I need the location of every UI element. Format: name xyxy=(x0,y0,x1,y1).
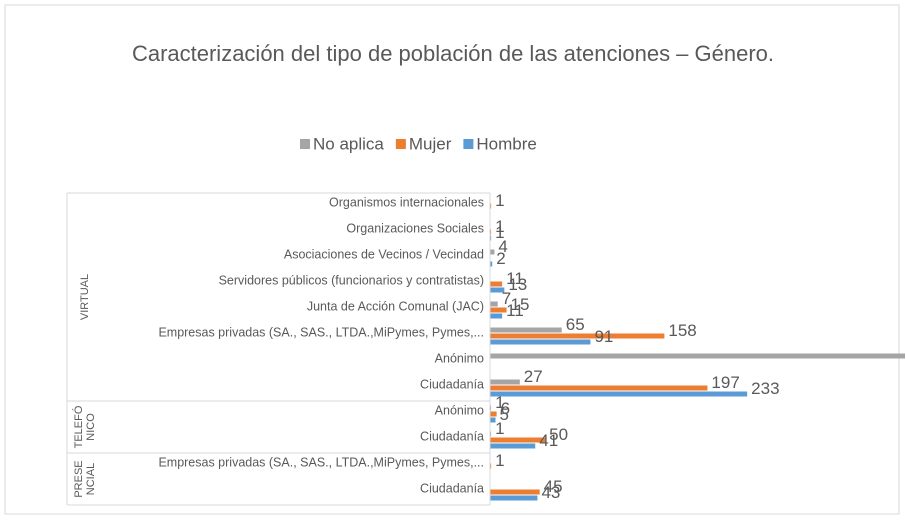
bar xyxy=(490,353,905,359)
bar xyxy=(490,229,492,235)
category-label: Asociaciones de Vecinos / Vecindad xyxy=(284,247,484,261)
bar xyxy=(490,463,492,469)
data-label: 41 xyxy=(539,431,558,450)
data-label: 13 xyxy=(508,275,527,294)
data-label: 6 xyxy=(501,399,510,418)
bar xyxy=(490,327,562,333)
data-label: 233 xyxy=(751,379,779,398)
group-label: TELEFÓNICO xyxy=(73,405,97,449)
category-label: Ciudadanía xyxy=(420,481,484,495)
data-label: 45 xyxy=(544,477,563,496)
bar xyxy=(490,339,591,345)
group-label: PRESENCIAL xyxy=(73,460,97,498)
data-label: 11 xyxy=(506,301,524,320)
data-label: 91 xyxy=(594,327,613,346)
bar xyxy=(490,443,536,449)
legend-label: Hombre xyxy=(476,134,536,153)
bar xyxy=(490,437,546,443)
bar xyxy=(490,281,503,287)
data-label: 1 xyxy=(495,223,504,242)
bar xyxy=(490,261,493,267)
data-label: 1 xyxy=(495,451,504,470)
data-label: 11 xyxy=(506,269,524,288)
data-label: 1 xyxy=(495,419,504,438)
data-label: 4 xyxy=(498,237,507,256)
data-label: 65 xyxy=(566,315,585,334)
category-label: Junta de Acción Comunal (JAC) xyxy=(307,299,484,313)
category-label: Anónimo xyxy=(435,351,484,365)
bar xyxy=(490,307,507,313)
bar xyxy=(490,379,520,385)
bar xyxy=(490,495,538,501)
bar xyxy=(490,405,492,411)
data-label: 50 xyxy=(549,425,568,444)
bar xyxy=(490,301,498,307)
bar xyxy=(490,489,540,495)
data-label: 43 xyxy=(541,483,560,502)
category-label: Anónimo xyxy=(435,403,484,417)
bar xyxy=(490,391,748,397)
category-label: Empresas privadas (SA., SAS., LTDA.,MiPy… xyxy=(158,455,484,469)
bar xyxy=(490,385,708,391)
data-label: 1 xyxy=(495,217,504,236)
category-label: Organizaciones Sociales xyxy=(346,221,484,235)
legend-label: No aplica xyxy=(313,134,384,153)
data-label: 5 xyxy=(500,405,509,424)
bar xyxy=(490,411,497,417)
data-label: 27 xyxy=(524,367,543,386)
chart-border xyxy=(4,4,900,515)
bar xyxy=(490,203,492,209)
bar xyxy=(490,249,495,255)
bar xyxy=(490,287,505,293)
legend-label: Mujer xyxy=(409,134,452,153)
bar xyxy=(490,431,492,437)
data-label: 15 xyxy=(511,295,530,314)
data-label: 158 xyxy=(668,321,696,340)
bar xyxy=(490,235,492,241)
legend-swatch xyxy=(300,139,310,149)
data-label: 1 xyxy=(495,191,504,210)
data-label: 7 xyxy=(502,289,511,308)
category-label: Empresas privadas (SA., SAS., LTDA.,MiPy… xyxy=(158,325,484,339)
category-label: Servidores públicos (funcionarios y cont… xyxy=(219,273,484,287)
legend-swatch xyxy=(395,139,406,149)
category-label: Ciudadanía xyxy=(420,429,484,443)
data-label: 2 xyxy=(496,249,505,268)
data-label: 1 xyxy=(495,393,504,412)
bar xyxy=(490,313,503,319)
legend-swatch xyxy=(463,139,474,149)
bar xyxy=(490,333,665,339)
category-label: Organismos internacionales xyxy=(329,195,484,209)
data-label: 197 xyxy=(711,373,739,392)
category-label: Ciudadanía xyxy=(420,377,484,391)
bar xyxy=(490,417,496,423)
chart-title: Caracterización del tipo de población de… xyxy=(131,41,775,66)
group-label: VIRTUAL xyxy=(79,273,91,321)
